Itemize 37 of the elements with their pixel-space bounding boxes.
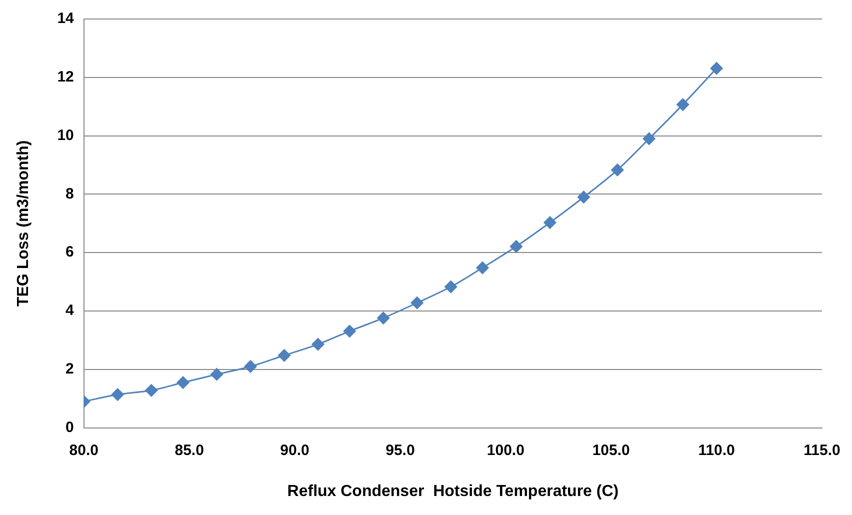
x-tick-label: 105.0 [592,442,630,459]
y-tick-label: 10 [57,126,74,144]
point [312,338,324,351]
x-tick-label: 85.0 [174,442,204,459]
point [343,324,356,338]
point [676,98,690,111]
point [244,360,257,373]
point [510,240,522,253]
x-tick-label: 100.0 [486,442,524,459]
point [377,312,390,324]
point [410,296,424,310]
x-tick-label: 115.0 [804,442,840,459]
point [176,376,190,389]
x-tick-label: 90.0 [280,442,310,459]
y-tick-label: 8 [66,185,74,202]
y-tick-label: 2 [66,360,74,378]
point [444,280,458,294]
y-tick-label: 0 [66,418,74,436]
point [145,384,158,397]
y-tick-label: 14 [57,10,75,28]
point [210,368,223,381]
x-axis-title: Reflux Condenser Hotside Temperature (C) [287,482,619,500]
y-axis-title: TEG Loss (m3/month) [15,140,32,307]
x-tick-label: 95.0 [386,442,415,459]
point [544,216,556,229]
y-tick-label: 6 [66,244,74,261]
point [111,388,124,401]
point [476,262,489,274]
x-tick-label: 110.0 [698,442,735,459]
point [611,164,624,176]
y-tick-label: 12 [57,68,74,86]
point [710,62,723,75]
point [577,190,590,204]
point [642,132,656,145]
point [278,349,290,362]
x-tick-label: 80.0 [69,442,98,459]
y-tick-label: 4 [66,302,75,320]
